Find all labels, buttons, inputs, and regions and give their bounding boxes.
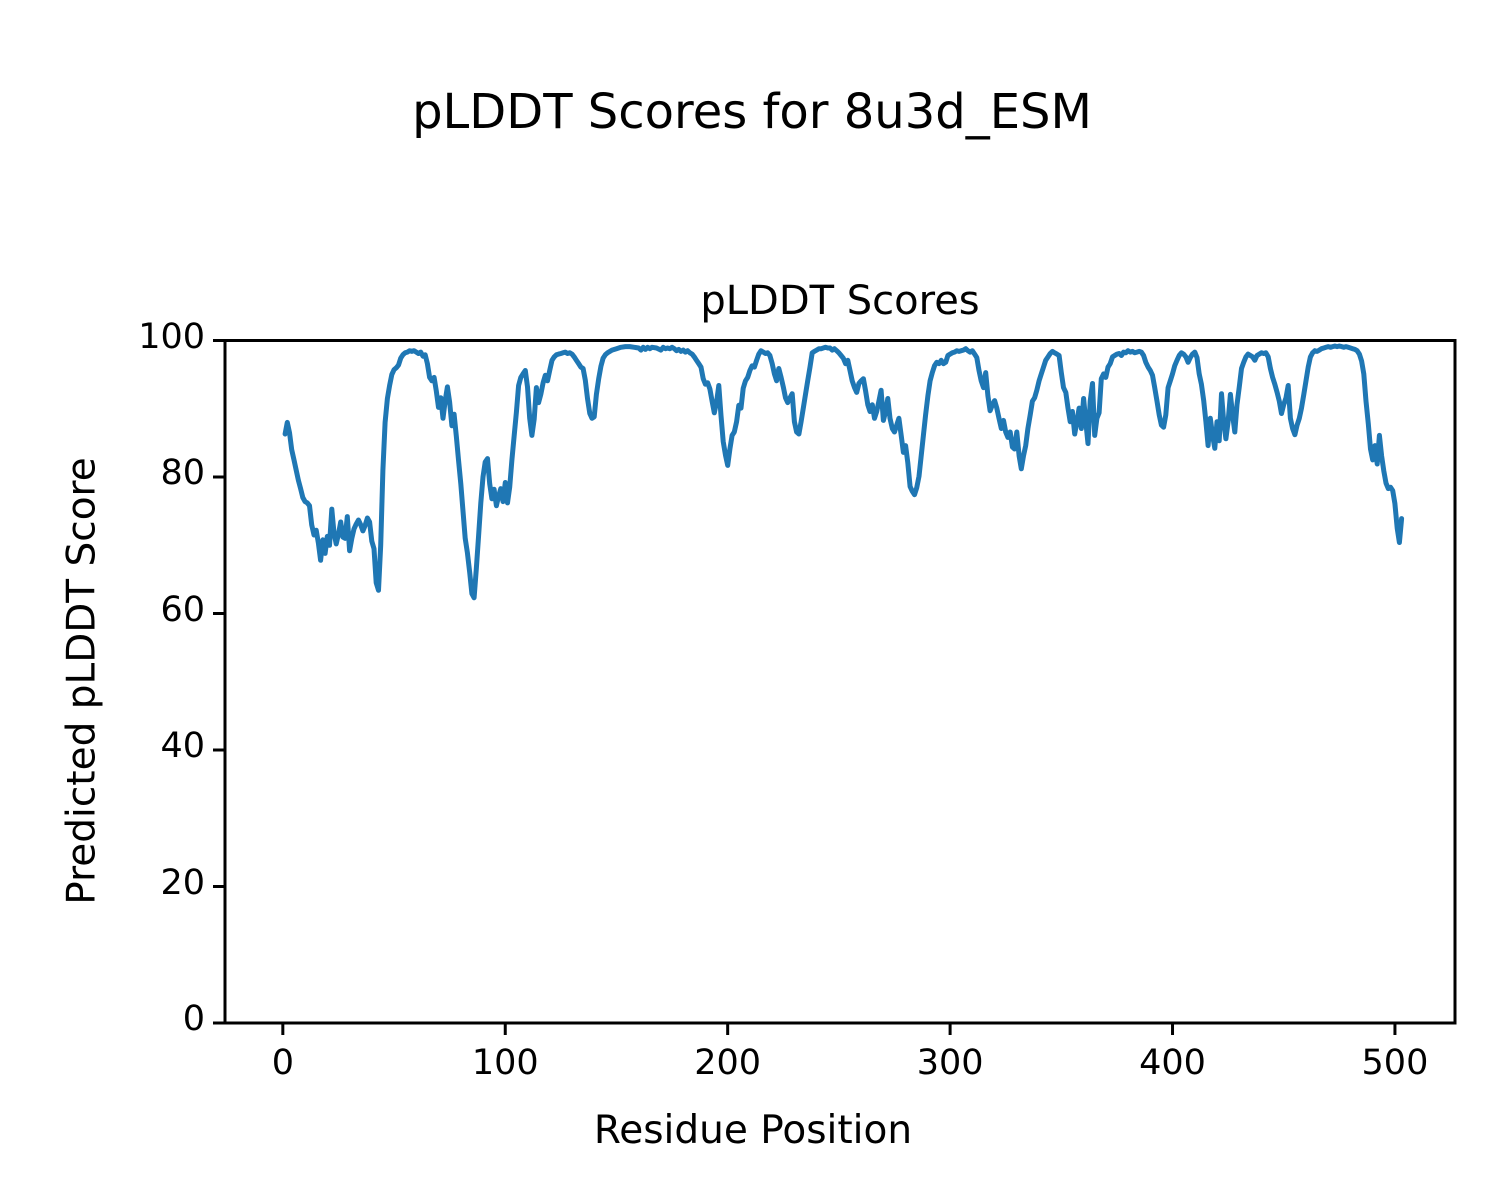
y-tick-label: 60 [160,589,205,630]
axes-spines [223,339,1457,1025]
x-tick-label: 200 [694,1043,762,1083]
figure-title: pLDDT Scores for 8u3d_ESM [412,84,1092,140]
y-tick-label: 100 [138,316,205,357]
y-tick-label: 20 [160,862,205,903]
x-tick-label: 300 [916,1043,984,1083]
plddt-line [282,343,1405,601]
x-tick-label: 100 [471,1043,539,1083]
tick-marks [213,339,1397,1035]
y-tick-label: 40 [160,726,205,766]
x-axis-label: Residue Position [593,1108,913,1153]
x-tick-label: 0 [271,1043,294,1083]
axes-title: pLDDT Scores [700,278,980,324]
y-tick-label: 0 [182,999,205,1039]
y-tick-label: 80 [160,453,205,493]
x-tick-label: 400 [1139,1043,1206,1083]
x-tick-label: 500 [1361,1043,1429,1083]
